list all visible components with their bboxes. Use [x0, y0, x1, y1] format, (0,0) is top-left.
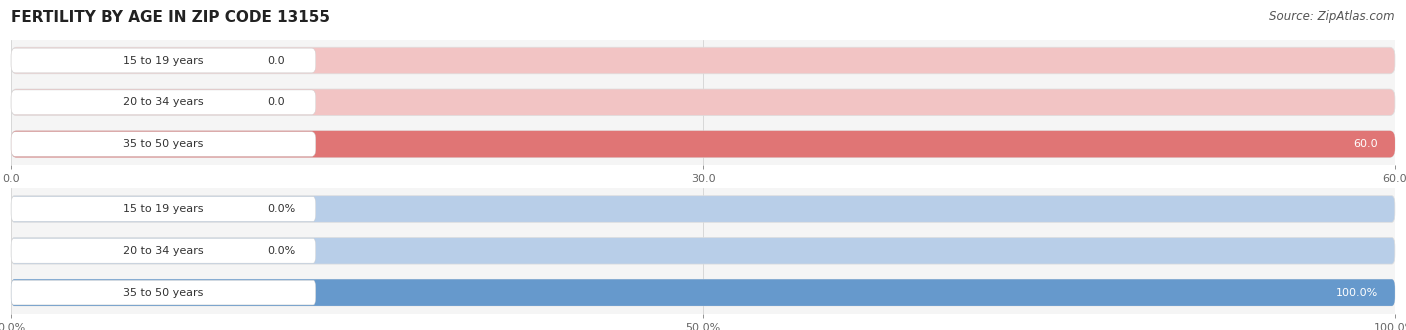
- Bar: [11, 40, 1395, 82]
- Bar: [11, 123, 1395, 165]
- Text: Source: ZipAtlas.com: Source: ZipAtlas.com: [1270, 10, 1395, 23]
- FancyBboxPatch shape: [11, 131, 1395, 157]
- Text: 0.0%: 0.0%: [267, 246, 295, 256]
- Text: 0.0%: 0.0%: [267, 204, 295, 214]
- Text: 35 to 50 years: 35 to 50 years: [124, 288, 204, 298]
- Text: 60.0: 60.0: [1354, 139, 1378, 149]
- Text: 35 to 50 years: 35 to 50 years: [124, 139, 204, 149]
- FancyBboxPatch shape: [11, 47, 1395, 74]
- Text: 15 to 19 years: 15 to 19 years: [124, 55, 204, 65]
- FancyBboxPatch shape: [11, 48, 316, 73]
- FancyBboxPatch shape: [11, 132, 316, 156]
- FancyBboxPatch shape: [11, 238, 1395, 264]
- Text: FERTILITY BY AGE IN ZIP CODE 13155: FERTILITY BY AGE IN ZIP CODE 13155: [11, 10, 330, 25]
- Text: 15 to 19 years: 15 to 19 years: [124, 204, 204, 214]
- FancyBboxPatch shape: [11, 131, 1395, 157]
- FancyBboxPatch shape: [11, 89, 1395, 116]
- FancyBboxPatch shape: [11, 279, 1395, 306]
- Text: 0.0: 0.0: [267, 97, 285, 107]
- Bar: [11, 272, 1395, 314]
- Bar: [11, 82, 1395, 123]
- FancyBboxPatch shape: [11, 280, 316, 305]
- FancyBboxPatch shape: [11, 279, 1395, 306]
- Text: 20 to 34 years: 20 to 34 years: [124, 246, 204, 256]
- Text: 100.0%: 100.0%: [1336, 288, 1378, 298]
- Text: 0.0: 0.0: [267, 55, 285, 65]
- FancyBboxPatch shape: [11, 239, 316, 263]
- FancyBboxPatch shape: [11, 90, 316, 115]
- Bar: [11, 230, 1395, 272]
- Bar: [11, 188, 1395, 230]
- FancyBboxPatch shape: [11, 196, 1395, 222]
- Text: 20 to 34 years: 20 to 34 years: [124, 97, 204, 107]
- FancyBboxPatch shape: [11, 197, 316, 221]
